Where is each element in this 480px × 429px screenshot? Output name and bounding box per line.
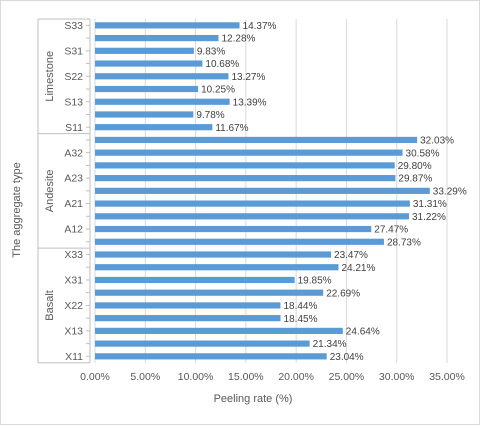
x-tick-label: 25.00% xyxy=(329,371,365,383)
value-label: 9.83% xyxy=(197,46,225,57)
value-label: 32.03% xyxy=(420,136,454,147)
bar-s32 xyxy=(95,34,219,42)
value-label: 10.68% xyxy=(205,59,239,70)
bar-x33 xyxy=(95,251,332,258)
value-label: 31.31% xyxy=(413,199,447,210)
category-label: A32 xyxy=(64,147,83,159)
x-tick-label: 15.00% xyxy=(228,371,264,383)
value-label: 24.64% xyxy=(346,326,380,337)
value-label: 10.25% xyxy=(201,85,235,96)
value-label: 14.37% xyxy=(243,21,277,32)
value-labels: 14.37% 12.28%9.83% 10.68% 13.27% 10.25%13.39… xyxy=(196,21,466,363)
value-label: 12.28% xyxy=(222,34,256,45)
value-label: 28.73% xyxy=(387,237,421,248)
axes: 0.00% 5.00% 10.00% 15.00% 20.00% 25.00% 30.00%… xyxy=(37,18,465,383)
value-label: 27.47% xyxy=(374,225,408,236)
group-label: Andesite xyxy=(44,169,56,212)
category-label: S31 xyxy=(64,45,83,57)
x-tick-label: 35.00% xyxy=(429,371,465,383)
bar-s22 xyxy=(95,73,229,80)
bar-x13 xyxy=(95,327,343,334)
value-label: 29.80% xyxy=(398,161,432,172)
category-label: A23 xyxy=(64,173,83,185)
category-label: X33 xyxy=(64,249,83,261)
value-label: 30.58% xyxy=(406,148,440,159)
value-label: 9.78% xyxy=(196,110,224,121)
y-axis-title: The aggregate type xyxy=(11,162,23,257)
category-label: A21 xyxy=(64,198,83,210)
bar-x31 xyxy=(95,276,295,284)
category-label: S11 xyxy=(65,122,83,134)
bar-a21 xyxy=(95,200,410,207)
bar-s23 xyxy=(95,60,203,67)
bar-a32 xyxy=(95,149,403,156)
category-label: S13 xyxy=(64,96,83,108)
bar-x32 xyxy=(95,264,339,271)
x-tick-label: 10.00% xyxy=(178,371,214,383)
group-label: Limestone xyxy=(44,51,56,102)
bar-x23 xyxy=(95,289,324,296)
bar-a12 xyxy=(95,225,372,233)
value-label: 29.87% xyxy=(398,174,432,185)
bar-a23 xyxy=(95,175,396,182)
category-label: S33 xyxy=(64,20,83,32)
value-label: 11.67% xyxy=(215,123,248,134)
bar-s21 xyxy=(95,85,199,93)
bar-a13 xyxy=(95,213,409,220)
bar-x21 xyxy=(95,315,281,322)
value-label: 23.04% xyxy=(330,352,364,363)
value-label: 13.27% xyxy=(231,72,265,83)
x-tick-label: 20.00% xyxy=(278,371,314,383)
x-axis-title: Peeling rate (%) xyxy=(214,393,293,405)
bar-x12 xyxy=(95,340,310,347)
category-label: X22 xyxy=(64,300,83,312)
value-label: 18.44% xyxy=(283,301,317,312)
bar-s31 xyxy=(95,47,194,54)
bars xyxy=(95,22,430,360)
x-tick-label: 30.00% xyxy=(379,371,415,383)
bar-x11 xyxy=(95,353,327,360)
bar-a31 xyxy=(95,162,395,169)
category-label: X31 xyxy=(64,275,83,287)
value-label: 23.47% xyxy=(334,250,368,261)
category-label: X13 xyxy=(64,325,83,337)
bar-s33 xyxy=(95,22,240,29)
category-label: A12 xyxy=(64,224,83,236)
bar-a22 xyxy=(95,187,430,194)
bar-s12 xyxy=(95,111,194,118)
bar-a11 xyxy=(95,238,384,245)
value-label: 19.85% xyxy=(298,276,332,287)
bar-a33 xyxy=(95,136,418,144)
bar-x22 xyxy=(95,302,281,309)
value-label: 24.21% xyxy=(341,263,375,274)
value-label: 33.29% xyxy=(433,186,467,197)
value-label: 31.22% xyxy=(412,212,446,223)
bar-s11 xyxy=(95,124,213,131)
value-label: 13.39% xyxy=(233,97,267,108)
value-label: 22.69% xyxy=(326,288,360,299)
bar-s13 xyxy=(95,98,230,105)
value-label: 18.45% xyxy=(284,314,318,325)
category-label: X11 xyxy=(65,351,83,363)
category-label: S22 xyxy=(64,71,83,83)
x-tick-label: 0.00% xyxy=(80,371,110,383)
value-label: 21.34% xyxy=(313,339,347,350)
x-tick-label: 5.00% xyxy=(130,371,160,383)
group-label: Basalt xyxy=(44,290,56,321)
